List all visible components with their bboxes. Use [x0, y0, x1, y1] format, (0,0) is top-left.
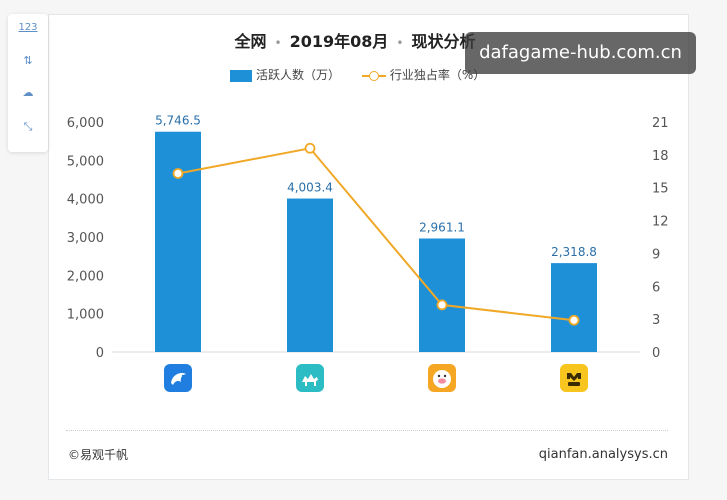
y-right-tick-label: 18	[652, 149, 669, 164]
dolphin-eye	[181, 374, 185, 378]
y-left-tick-label: 3,000	[67, 231, 104, 246]
dolphin-app-icon	[164, 364, 192, 392]
line-point	[172, 168, 184, 179]
bar	[287, 198, 333, 352]
line-point	[436, 299, 448, 311]
bar	[155, 131, 201, 352]
y-right-tick-label: 3	[652, 313, 660, 328]
line-point	[304, 142, 316, 154]
y-left-tick-label: 1,000	[67, 308, 104, 323]
legend-bar-label: 活跃人数（万）	[256, 68, 341, 82]
title-part-2: 2019年08月	[289, 32, 389, 51]
camel-app-icon	[296, 364, 324, 392]
title-part-3: 现状分析	[411, 32, 476, 51]
y-right-tick-label: 0	[652, 346, 660, 361]
chart-card	[48, 14, 689, 480]
watermark-overlay: dafagame-hub.com.cn	[465, 32, 696, 74]
title-separator-dot: •	[396, 35, 404, 50]
data-view-icon[interactable]: 123	[18, 22, 38, 33]
comment-icon[interactable]: ☁	[22, 86, 34, 99]
y-right-tick-label: 21	[652, 116, 669, 131]
y-right-tick-label: 12	[652, 215, 669, 230]
bar-data-label: 5,746.5	[155, 114, 201, 128]
y-left-tick-label: 0	[96, 346, 104, 361]
bar	[419, 238, 465, 352]
legend-bar-swatch	[230, 69, 252, 82]
pig-eye	[437, 374, 441, 378]
switch-chart-icon[interactable]: ⇅	[23, 54, 33, 67]
camel-shape	[302, 374, 318, 386]
title-part-1: 全网	[234, 32, 267, 51]
y-left-tick-label: 5,000	[67, 154, 104, 169]
y-right-tick-label: 9	[652, 247, 660, 262]
y-right-tick-label: 15	[652, 182, 669, 197]
bar-data-label: 2,961.1	[419, 220, 465, 234]
yellow-app-glyph	[567, 373, 581, 381]
footer-url[interactable]: qianfan.analysys.cn	[538, 447, 668, 462]
bar	[551, 263, 597, 352]
y-left-tick-label: 6,000	[67, 116, 104, 131]
bar-data-label: 4,003.4	[287, 181, 333, 195]
title-separator-dot: •	[274, 35, 282, 50]
legend-item-line[interactable]: 行业独占率（%）	[361, 66, 486, 83]
y-left-tick-label: 4,000	[67, 193, 104, 208]
pig-app-icon	[428, 364, 456, 392]
chart-title: 全网 • 2019年08月 • 现状分析	[190, 28, 520, 52]
footer-divider	[66, 430, 668, 431]
legend-line-label: 行业独占率（%）	[389, 68, 486, 82]
pig-eye	[443, 374, 447, 378]
pig-snout	[438, 378, 446, 384]
footer-source: ©易观千帆	[68, 448, 129, 462]
bar-data-label: 2,318.8	[551, 245, 597, 259]
side-toolbar: 123 ⇅ ☁ ⤡	[8, 14, 48, 152]
yellow-app-bar	[568, 382, 580, 386]
legend-line-swatch	[361, 70, 386, 82]
yellow-app-icon	[560, 364, 588, 392]
y-left-tick-label: 2,000	[67, 269, 104, 284]
legend-item-bar[interactable]: 活跃人数（万）	[230, 66, 340, 83]
fullscreen-icon[interactable]: ⤡	[23, 120, 33, 133]
line-series	[177, 147, 575, 322]
line-point	[568, 314, 580, 326]
y-right-tick-label: 6	[652, 280, 660, 295]
chart-legend: 活跃人数（万） 行业独占率（%）	[230, 66, 503, 84]
